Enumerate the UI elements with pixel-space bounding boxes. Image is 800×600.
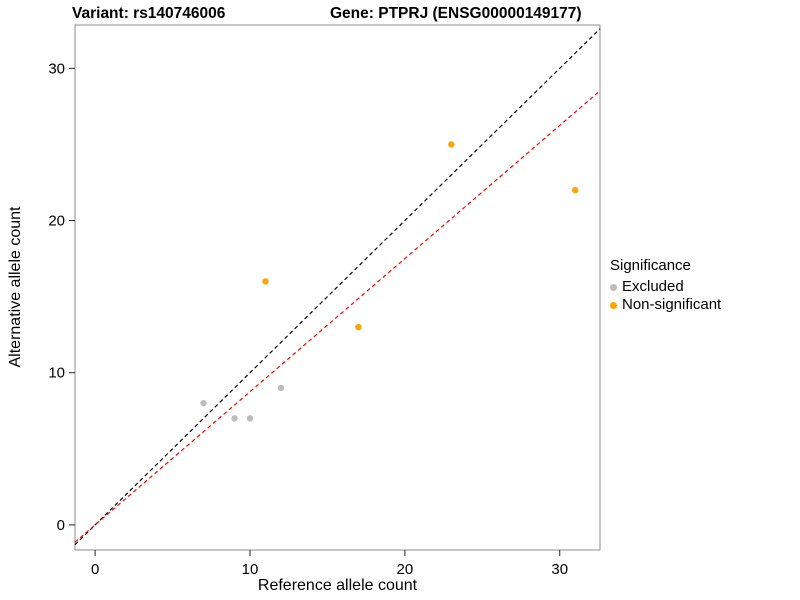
data-point-excluded xyxy=(231,415,238,422)
x-tick-label: 30 xyxy=(551,561,568,578)
data-point-non-significant xyxy=(355,323,362,331)
non-significant-dot-icon xyxy=(610,301,617,309)
data-point-non-significant xyxy=(262,278,269,285)
legend-item-label: Non-significant xyxy=(622,296,722,313)
data-point-excluded xyxy=(246,415,254,422)
data-point-non-significant xyxy=(448,141,455,148)
x-tick-label: 0 xyxy=(91,561,99,578)
y-tick-label: 0 xyxy=(57,517,65,534)
legend-item-excluded: Excluded xyxy=(610,278,721,296)
y-tick-label: 10 xyxy=(48,365,65,382)
y-axis-label: Alternative allele count xyxy=(7,206,24,368)
x-tick-label: 10 xyxy=(242,561,259,578)
identity-line xyxy=(74,28,601,546)
y-tick-label: 20 xyxy=(48,213,65,230)
data-point-excluded xyxy=(200,399,207,407)
x-tick-label: 20 xyxy=(397,561,414,578)
gene-title: Gene: PTPRJ (ENSG00000149177) xyxy=(330,5,582,22)
legend: Significance Excluded Non-significant xyxy=(610,257,721,314)
data-point-non-significant xyxy=(572,186,579,194)
data-point-excluded xyxy=(277,384,285,392)
legend-title: Significance xyxy=(610,257,691,274)
variant-title: Variant: rs140746006 xyxy=(72,5,226,22)
x-axis-label: Reference allele count xyxy=(257,577,418,594)
excluded-dot-icon xyxy=(610,283,617,291)
y-tick-label: 30 xyxy=(48,60,65,77)
legend-item-label: Excluded xyxy=(622,278,684,295)
fit-line xyxy=(74,90,601,543)
legend-item-non-significant: Non-significant xyxy=(610,296,721,314)
